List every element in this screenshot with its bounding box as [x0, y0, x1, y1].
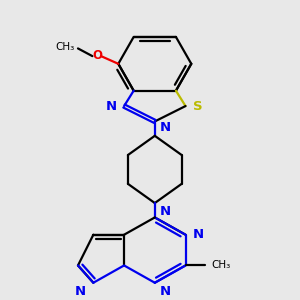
- Text: O: O: [92, 49, 102, 62]
- Text: N: N: [193, 228, 204, 241]
- Text: CH₃: CH₃: [212, 260, 231, 271]
- Text: N: N: [160, 121, 171, 134]
- Text: N: N: [160, 285, 171, 298]
- Text: S: S: [193, 100, 203, 112]
- Text: N: N: [105, 100, 116, 112]
- Text: N: N: [74, 285, 86, 298]
- Text: N: N: [160, 205, 171, 218]
- Text: CH₃: CH₃: [55, 43, 74, 52]
